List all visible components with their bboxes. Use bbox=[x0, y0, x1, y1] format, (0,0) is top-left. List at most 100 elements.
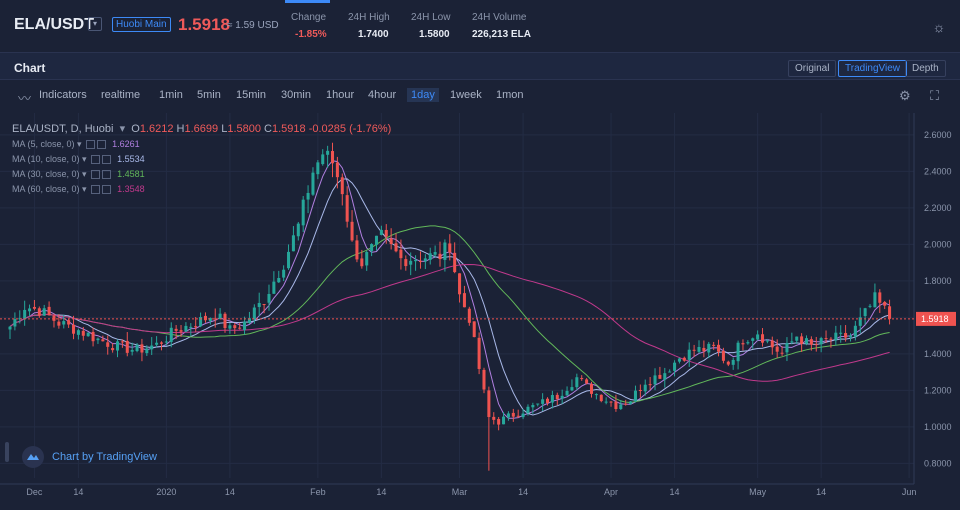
candle-body bbox=[453, 252, 457, 273]
candle-body bbox=[120, 341, 124, 343]
x-tick-label: Apr bbox=[604, 487, 618, 497]
ma-settings-icon[interactable] bbox=[91, 155, 101, 165]
candle-body bbox=[37, 308, 41, 316]
legend-open: 1.6212 bbox=[139, 123, 174, 135]
candle-body bbox=[570, 387, 574, 391]
ma-settings-icon[interactable] bbox=[91, 170, 101, 180]
pair-title[interactable]: ELA/USDT bbox=[14, 16, 94, 33]
candle-body bbox=[848, 335, 852, 338]
candle-body bbox=[252, 307, 256, 320]
view-depth-button[interactable]: Depth bbox=[905, 60, 946, 77]
ma-legend-row[interactable]: MA (5, close, 0) ▾ 1.6261 bbox=[12, 139, 140, 150]
candle-body bbox=[756, 334, 760, 340]
candle-body bbox=[844, 333, 848, 338]
candle-body bbox=[106, 342, 110, 347]
candle-body bbox=[878, 292, 882, 303]
candle-body bbox=[614, 401, 618, 410]
interval-15min[interactable]: 15min bbox=[236, 89, 266, 101]
candle-body bbox=[726, 361, 730, 365]
interval-4hour[interactable]: 4hour bbox=[368, 89, 397, 101]
candle-body bbox=[653, 375, 657, 385]
candle-body bbox=[125, 340, 129, 353]
candle-body bbox=[741, 343, 745, 345]
legend-symbol[interactable]: ELA/USDT, D, Huobi bbox=[12, 123, 114, 135]
stat-value: 1.5800 bbox=[419, 29, 450, 40]
view-tradingview-button[interactable]: TradingView bbox=[838, 60, 908, 77]
interval-1min[interactable]: 1min bbox=[159, 89, 183, 101]
sun-icon[interactable]: ☼ bbox=[932, 19, 946, 35]
ma-legend-row[interactable]: MA (60, close, 0) ▾ 1.3548 bbox=[12, 184, 145, 195]
legend-l-label: L bbox=[221, 123, 228, 135]
interval-5min[interactable]: 5min bbox=[197, 89, 221, 101]
candle-body bbox=[159, 342, 163, 344]
candle-body bbox=[223, 313, 227, 329]
ma-settings-icon[interactable] bbox=[86, 140, 96, 150]
candle-body bbox=[404, 259, 408, 267]
view-original-button[interactable]: Original bbox=[788, 60, 837, 77]
candle-body bbox=[550, 395, 554, 403]
stat-label: Change bbox=[291, 12, 327, 23]
candle-body bbox=[384, 229, 388, 237]
candle-body bbox=[277, 278, 281, 283]
candle-body bbox=[233, 325, 237, 329]
ma-line bbox=[9, 263, 890, 382]
side-panel-handle[interactable] bbox=[5, 442, 9, 462]
interval-realtime[interactable]: realtime bbox=[101, 89, 141, 101]
candle-body bbox=[355, 240, 359, 260]
candle-body bbox=[633, 390, 637, 402]
stat-value: -1.85% bbox=[295, 29, 327, 40]
interval-1mon[interactable]: 1mon bbox=[496, 89, 524, 101]
indicators-button[interactable]: Indicators bbox=[39, 89, 87, 101]
chart-area[interactable]: 2.60002.40002.20002.00001.80001.60001.40… bbox=[0, 113, 960, 510]
candle-body bbox=[111, 348, 115, 351]
indicators-icon[interactable]: 〰 bbox=[18, 91, 32, 106]
candle-body bbox=[516, 415, 520, 417]
candle-body bbox=[472, 321, 476, 338]
candle-body bbox=[370, 244, 374, 252]
candle-body bbox=[804, 338, 809, 344]
ma-remove-icon[interactable] bbox=[97, 140, 107, 150]
candle-body bbox=[800, 336, 804, 344]
ma-remove-icon[interactable] bbox=[102, 155, 112, 165]
candle-body bbox=[130, 349, 134, 352]
candle-body bbox=[238, 327, 242, 329]
ma-settings-icon[interactable] bbox=[91, 185, 101, 195]
interval-1hour[interactable]: 1hour bbox=[326, 89, 355, 101]
candle-body bbox=[594, 394, 598, 396]
ma-remove-icon[interactable] bbox=[102, 170, 112, 180]
candle-body bbox=[541, 399, 545, 404]
price-chart[interactable]: 2.60002.40002.20002.00001.80001.60001.40… bbox=[0, 113, 960, 510]
candle-body bbox=[145, 348, 149, 354]
ma-label: MA (30, close, 0) bbox=[12, 169, 80, 179]
candle-body bbox=[599, 394, 603, 402]
tradingview-credit[interactable]: Chart by TradingView bbox=[52, 451, 157, 463]
candle-body bbox=[23, 309, 27, 319]
candle-body bbox=[340, 177, 344, 195]
ma-remove-icon[interactable] bbox=[102, 185, 112, 195]
ma-legend-row[interactable]: MA (10, close, 0) ▾ 1.5534 bbox=[12, 154, 145, 165]
legend-o-label: O bbox=[131, 123, 140, 135]
ma-value: 1.3548 bbox=[117, 184, 145, 194]
ma-value: 1.5534 bbox=[117, 154, 145, 164]
active-tab-indicator bbox=[285, 0, 330, 3]
fullscreen-icon[interactable]: ⛶ bbox=[930, 88, 940, 103]
interval-1day[interactable]: 1day bbox=[407, 88, 439, 102]
candle-body bbox=[477, 337, 481, 369]
stat-value: 1.7400 bbox=[358, 29, 389, 40]
candle-body bbox=[624, 403, 628, 405]
candle-body bbox=[433, 252, 437, 255]
ma-legend-row[interactable]: MA (30, close, 0) ▾ 1.4581 bbox=[12, 169, 145, 180]
candle-body bbox=[247, 318, 251, 323]
settings-gear-icon[interactable]: ⚙ bbox=[899, 88, 911, 103]
stat-label: 24H Low bbox=[411, 12, 451, 23]
exchange-badge: Huobi Main bbox=[112, 17, 171, 32]
candle-body bbox=[458, 273, 462, 295]
candle-body bbox=[335, 162, 339, 178]
candle-body bbox=[47, 306, 51, 316]
interval-1week[interactable]: 1week bbox=[450, 89, 482, 101]
tradingview-logo-icon[interactable] bbox=[22, 446, 44, 468]
chart-toolbar: 〰 Indicators realtime 1min 5min 15min 30… bbox=[0, 84, 960, 108]
interval-30min[interactable]: 30min bbox=[281, 89, 311, 101]
candle-body bbox=[282, 269, 286, 278]
pair-dropdown-icon[interactable]: ▾ bbox=[88, 17, 102, 31]
